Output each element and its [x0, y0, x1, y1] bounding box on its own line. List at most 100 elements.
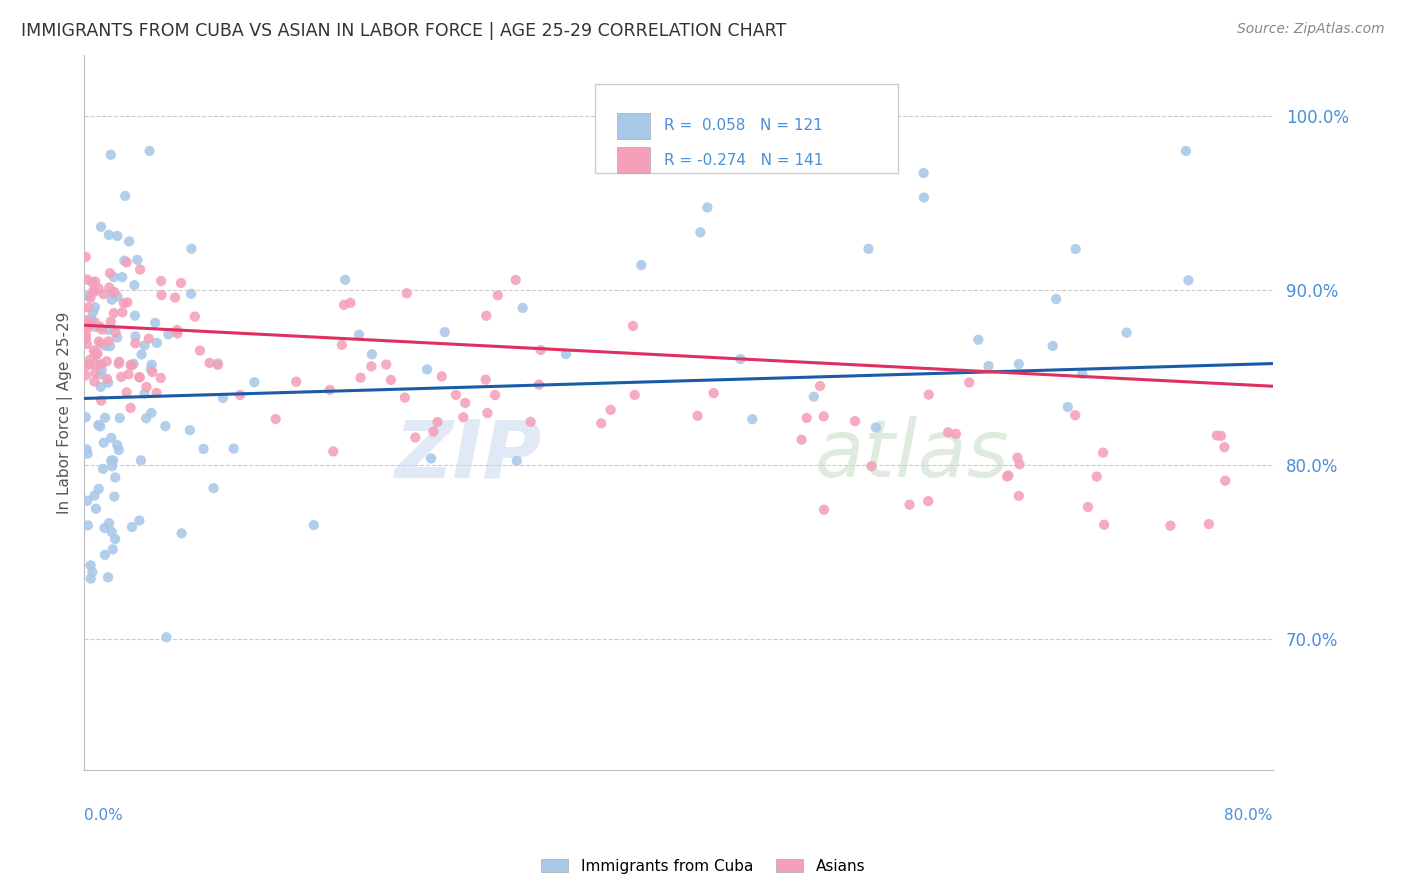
Point	[93, 435, 115, 450]
Point	[93, 287, 115, 301]
FancyBboxPatch shape	[617, 147, 650, 173]
Point	[143, 316, 166, 330]
Point	[977, 359, 1000, 373]
Point	[1177, 273, 1199, 287]
Point	[170, 276, 193, 290]
Point	[98, 516, 121, 530]
Point	[90, 357, 112, 371]
Point	[1174, 144, 1197, 158]
Point	[477, 406, 499, 420]
Point	[80, 311, 103, 326]
Point	[76, 272, 98, 286]
Point	[623, 388, 645, 402]
Point	[730, 352, 752, 367]
Point	[97, 334, 120, 349]
Legend: Immigrants from Cuba, Asians: Immigrants from Cuba, Asians	[534, 853, 872, 880]
Point	[100, 147, 122, 161]
Point	[114, 189, 136, 203]
Point	[193, 442, 215, 456]
Point	[108, 411, 131, 425]
Point	[1198, 517, 1220, 532]
Point	[813, 503, 835, 517]
Point	[207, 358, 229, 372]
Point	[117, 295, 139, 310]
Point	[1056, 400, 1078, 414]
Point	[107, 442, 129, 457]
Point	[361, 347, 384, 361]
FancyBboxPatch shape	[617, 113, 650, 139]
Point	[512, 301, 534, 315]
Point	[422, 425, 444, 439]
Text: R =  0.058   N = 121: R = 0.058 N = 121	[664, 119, 823, 134]
Text: ZIP: ZIP	[395, 417, 541, 494]
Point	[150, 274, 173, 288]
Point	[135, 380, 157, 394]
Point	[416, 362, 439, 376]
Point	[621, 318, 644, 333]
Point	[107, 290, 129, 304]
Point	[94, 410, 117, 425]
Point	[180, 242, 202, 256]
Point	[149, 371, 172, 385]
Point	[155, 630, 177, 644]
Point	[1008, 357, 1031, 371]
Point	[157, 327, 180, 342]
Point	[858, 242, 880, 256]
Point	[395, 286, 418, 301]
Point	[599, 403, 621, 417]
Point	[865, 420, 887, 434]
Point	[87, 417, 110, 432]
Point	[103, 490, 125, 504]
Point	[84, 320, 107, 334]
Point	[1213, 474, 1236, 488]
Point	[76, 493, 98, 508]
Point	[135, 411, 157, 425]
Point	[945, 426, 967, 441]
FancyBboxPatch shape	[595, 84, 898, 173]
Point	[87, 482, 110, 496]
Point	[90, 393, 112, 408]
Point	[519, 415, 541, 429]
Point	[101, 542, 124, 557]
Point	[84, 275, 107, 289]
Point	[475, 309, 498, 323]
Point	[967, 333, 990, 347]
Point	[1092, 445, 1115, 459]
Point	[90, 358, 112, 372]
Point	[591, 417, 613, 431]
Point	[124, 278, 146, 293]
Point	[100, 431, 122, 445]
Point	[98, 339, 121, 353]
Point	[1045, 292, 1067, 306]
Point	[105, 229, 128, 244]
Point	[555, 347, 578, 361]
Point	[170, 526, 193, 541]
Point	[426, 415, 449, 429]
Point	[134, 386, 156, 401]
Point	[1008, 489, 1031, 503]
Point	[89, 419, 111, 434]
Point	[404, 430, 426, 444]
Point	[912, 190, 935, 204]
Point	[76, 518, 98, 533]
Point	[100, 453, 122, 467]
Point	[741, 412, 763, 426]
Point	[506, 454, 529, 468]
Point	[97, 227, 120, 242]
Point	[139, 361, 162, 376]
Point	[91, 323, 114, 337]
Point	[77, 289, 100, 303]
Point	[264, 412, 287, 426]
Point	[84, 300, 107, 314]
Point	[330, 338, 353, 352]
Point	[75, 250, 97, 264]
Point	[93, 521, 115, 535]
Point	[1077, 500, 1099, 514]
Point	[454, 396, 477, 410]
Point	[82, 284, 104, 298]
Point	[79, 558, 101, 573]
Point	[111, 305, 134, 319]
Point	[120, 401, 142, 415]
Point	[105, 331, 128, 345]
Point	[83, 375, 105, 389]
